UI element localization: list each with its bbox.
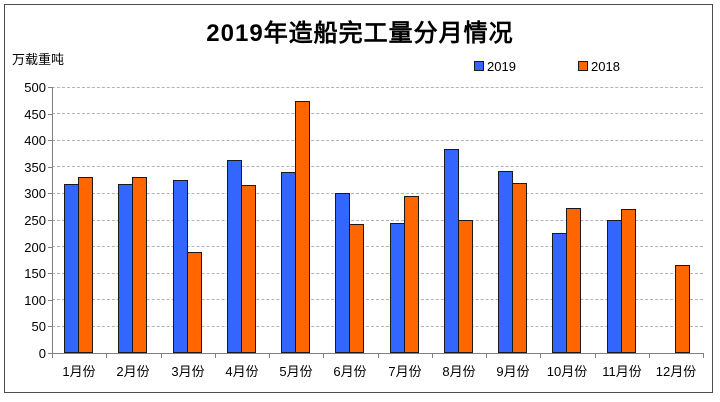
y-tick-400 bbox=[48, 140, 52, 142]
bar-2019-6月份 bbox=[335, 193, 350, 353]
x-tick-11 bbox=[649, 354, 650, 358]
x-tick-6 bbox=[378, 354, 379, 358]
bar-2019-8月份 bbox=[444, 149, 459, 353]
gridline-y-50 bbox=[52, 325, 703, 327]
x-axis-label-5: 5月份 bbox=[279, 364, 313, 379]
x-axis-label-12: 12月份 bbox=[655, 364, 697, 379]
gridline-y-200 bbox=[52, 246, 703, 248]
bar-2018-3月份 bbox=[187, 252, 202, 353]
legend-swatch-2018-icon bbox=[578, 61, 588, 71]
x-tick-0 bbox=[52, 354, 53, 358]
gridline-y-150 bbox=[52, 272, 703, 274]
y-tick-350 bbox=[48, 166, 52, 168]
bar-2018-10月份 bbox=[566, 208, 581, 353]
x-tick-1 bbox=[106, 354, 107, 358]
legend-item-2019: 2019 bbox=[474, 58, 516, 74]
bar-2019-9月份 bbox=[498, 171, 513, 353]
y-axis-tick-label: 150 bbox=[24, 266, 46, 282]
bar-2019-4月份 bbox=[227, 160, 242, 353]
bar-2018-4月份 bbox=[241, 185, 256, 353]
bar-2019-1月份 bbox=[64, 184, 79, 353]
x-tick-3 bbox=[215, 354, 216, 358]
legend-label-2019: 2019 bbox=[487, 58, 516, 74]
bar-2019-3月份 bbox=[173, 180, 188, 353]
x-axis-label-6: 6月份 bbox=[333, 364, 367, 379]
x-axis-line bbox=[52, 353, 704, 354]
y-tick-50 bbox=[48, 326, 52, 328]
y-axis-tick-label: 0 bbox=[38, 346, 46, 361]
y-axis-tick-label: 100 bbox=[24, 292, 46, 308]
bar-2019-11月份 bbox=[607, 220, 622, 353]
x-tick-4 bbox=[269, 354, 270, 358]
bar-2019-5月份 bbox=[281, 172, 296, 353]
x-axis-label-4: 4月份 bbox=[225, 364, 259, 379]
y-axis-tick-label: 500 bbox=[24, 80, 46, 95]
legend-swatch-2019-icon bbox=[474, 61, 484, 71]
y-tick-300 bbox=[48, 193, 52, 195]
bar-2018-5月份 bbox=[295, 101, 310, 353]
bar-2018-7月份 bbox=[404, 196, 419, 353]
y-tick-250 bbox=[48, 220, 52, 221]
gridline-y-250 bbox=[52, 219, 703, 221]
y-tick-150 bbox=[48, 273, 52, 275]
bar-2018-2月份 bbox=[132, 177, 147, 353]
gridline-y-450 bbox=[52, 113, 703, 115]
x-tick-8 bbox=[486, 354, 487, 358]
y-tick-100 bbox=[48, 299, 52, 301]
x-axis-label-10: 10月份 bbox=[546, 364, 588, 379]
y-axis-tick-label: 200 bbox=[24, 239, 46, 255]
x-axis-label-7: 7月份 bbox=[388, 364, 422, 379]
x-tick-7 bbox=[432, 354, 433, 358]
legend-label-2018: 2018 bbox=[591, 58, 620, 74]
y-axis-unit-label: 万载重吨 bbox=[12, 52, 65, 67]
bar-2019-7月份 bbox=[390, 223, 405, 353]
gridline-y-300 bbox=[52, 192, 703, 194]
x-axis-label-11: 11月份 bbox=[602, 364, 642, 379]
bar-2018-6月份 bbox=[349, 224, 364, 353]
x-axis-label-3: 3月份 bbox=[171, 364, 205, 379]
bar-2018-8月份 bbox=[458, 220, 473, 353]
x-axis-label-2: 2月份 bbox=[116, 364, 150, 379]
x-axis-label-8: 8月份 bbox=[442, 364, 476, 379]
gridline-y-400 bbox=[52, 139, 703, 141]
bar-2018-12月份 bbox=[675, 265, 690, 353]
x-tick-12 bbox=[703, 354, 704, 358]
y-axis-tick-label: 300 bbox=[24, 186, 46, 202]
chart-title: 2019年造船完工量分月情况 bbox=[206, 20, 514, 47]
bar-2018-1月份 bbox=[78, 177, 93, 353]
x-tick-5 bbox=[323, 354, 324, 358]
y-axis-line bbox=[52, 87, 53, 354]
y-axis-tick-label: 250 bbox=[24, 213, 46, 228]
bar-2018-11月份 bbox=[621, 209, 636, 353]
y-axis-tick-label: 400 bbox=[24, 133, 46, 149]
x-tick-9 bbox=[540, 354, 541, 358]
x-tick-10 bbox=[595, 354, 596, 358]
legend-item-2018: 2018 bbox=[578, 58, 620, 74]
x-tick-2 bbox=[161, 354, 162, 358]
y-axis-tick-label: 50 bbox=[31, 319, 46, 335]
gridline-y-100 bbox=[52, 299, 703, 301]
bar-2019-2月份 bbox=[118, 184, 133, 353]
x-axis-label-1: 1月份 bbox=[62, 364, 96, 379]
y-tick-450 bbox=[48, 113, 52, 115]
gridline-y-500 bbox=[52, 86, 703, 88]
y-axis-tick-label: 350 bbox=[24, 159, 46, 175]
y-axis-tick-label: 450 bbox=[24, 106, 46, 122]
bar-2018-9月份 bbox=[512, 183, 527, 353]
y-tick-500 bbox=[48, 87, 52, 88]
y-tick-0 bbox=[48, 353, 52, 354]
y-tick-200 bbox=[48, 246, 52, 248]
bar-2019-10月份 bbox=[552, 233, 567, 353]
x-axis-label-9: 9月份 bbox=[496, 364, 530, 379]
gridline-y-350 bbox=[52, 166, 703, 168]
